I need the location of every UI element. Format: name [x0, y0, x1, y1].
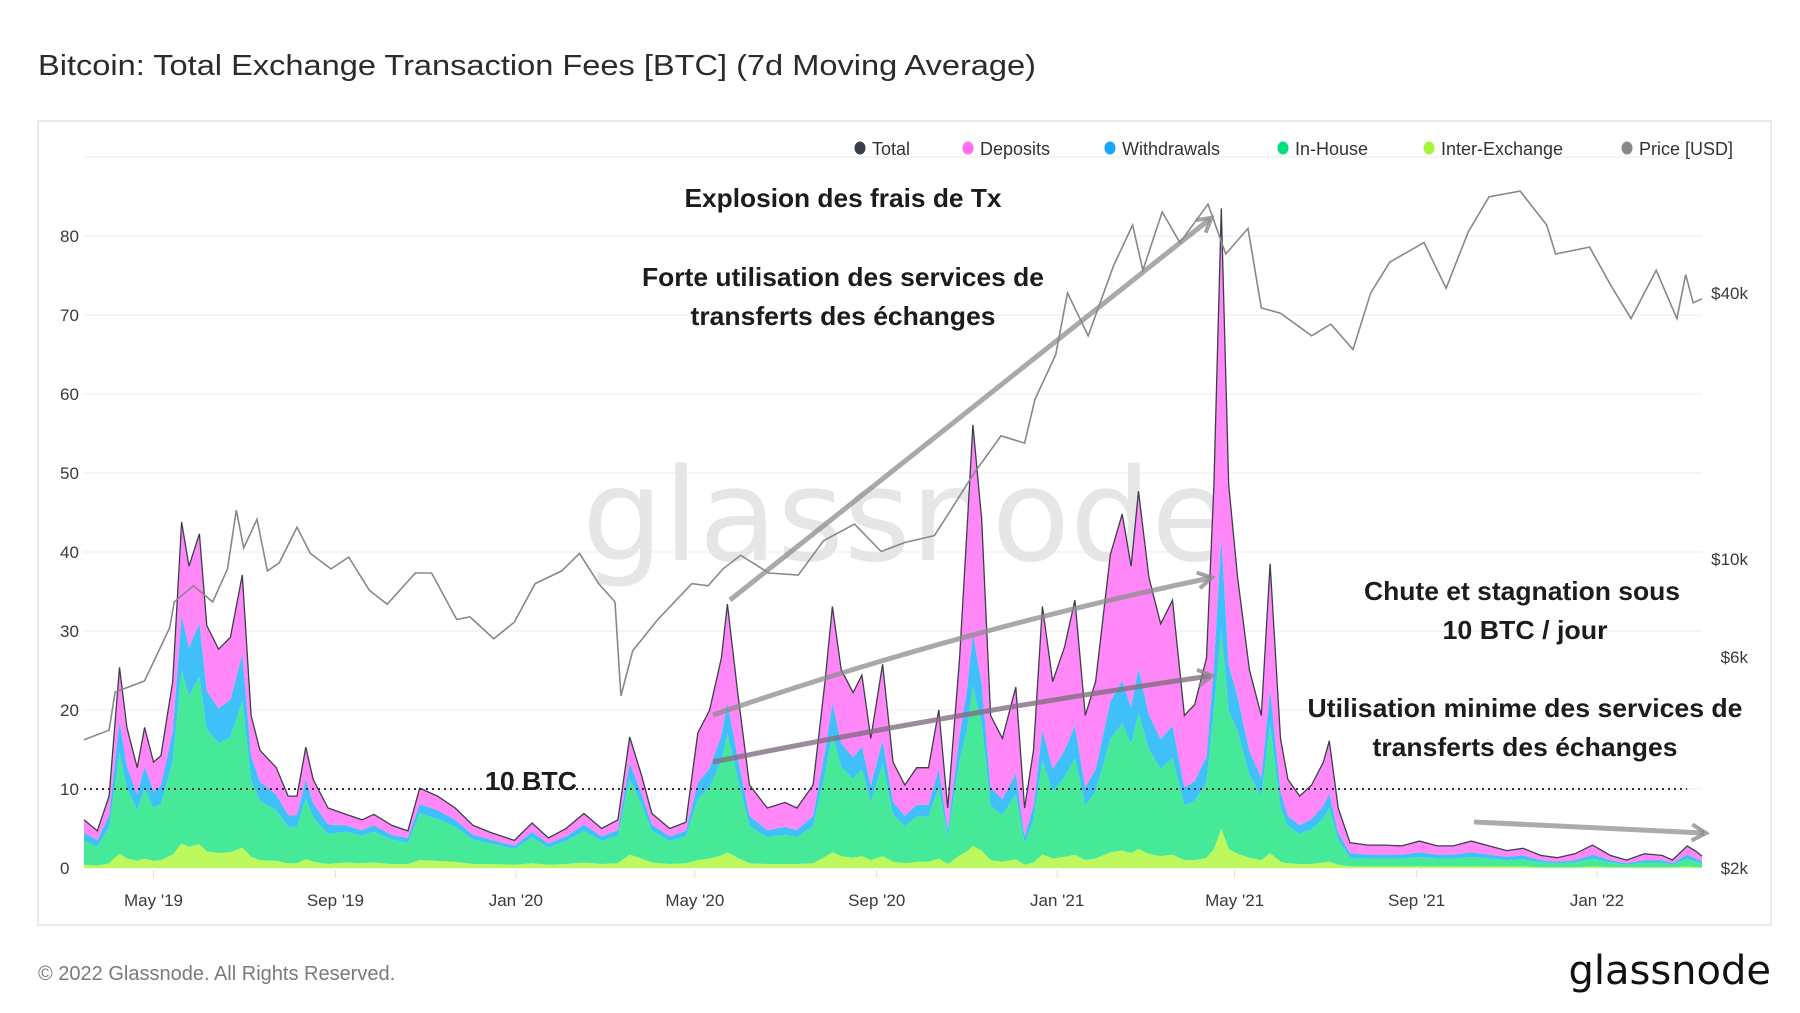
- x-tick-label: May '19: [124, 891, 183, 910]
- stacked-areas: [83, 208, 1703, 868]
- glassnode-logo: glassnode: [1568, 948, 1771, 994]
- legend-dot-icon: [962, 141, 974, 155]
- y-tick-label: 10: [60, 780, 79, 799]
- legend-dot-icon: [1277, 141, 1289, 155]
- legend-item-withdrawals[interactable]: Withdrawals: [1104, 139, 1221, 159]
- x-tick-label: May '20: [665, 891, 724, 910]
- arrow-upper-trend: [712, 570, 1216, 718]
- y-axis-right-price: $2k $6k $10k $40k: [1711, 284, 1748, 878]
- annotation-explosion: Explosion des frais de Tx: [685, 183, 1003, 213]
- y-tick-label: 20: [60, 701, 79, 720]
- price-tick-label: $6k: [1721, 648, 1749, 667]
- y-tick-label: 30: [60, 622, 79, 641]
- legend-item-inter-exchange[interactable]: Inter-Exchange: [1423, 139, 1564, 159]
- x-tick-label: May '21: [1205, 891, 1264, 910]
- legend-label: Withdrawals: [1122, 139, 1220, 159]
- legend-dot-icon: [1104, 141, 1116, 155]
- x-tick-label: Sep '20: [848, 891, 905, 910]
- legend-label: In-House: [1295, 139, 1368, 159]
- y-axis-left: 0 10 20 30 40 50 60 70 80: [60, 227, 79, 878]
- annotation-arrows: [712, 215, 1711, 843]
- annotation-chute-line1: Chute et stagnation sous: [1364, 576, 1680, 606]
- x-tick-label: Jan '21: [1030, 891, 1084, 910]
- copyright-footer: © 2022 Glassnode. All Rights Reserved.: [38, 963, 395, 985]
- legend-item-deposits[interactable]: Deposits: [962, 139, 1051, 159]
- legend: Total Deposits Withdrawals In-House Inter-Ex…: [854, 139, 1734, 159]
- legend-dot-icon: [854, 141, 866, 155]
- arrow-explosion: [728, 215, 1215, 602]
- arrow-decline: [1473, 819, 1711, 843]
- y-tick-label: 40: [60, 543, 79, 562]
- x-tick-label: Sep '19: [307, 891, 364, 910]
- y-tick-label: 50: [60, 464, 79, 483]
- price-series: [83, 190, 1703, 741]
- annotation-minime-line1: Utilisation minime des services de: [1308, 693, 1743, 723]
- arrow-lower-trend: [712, 667, 1216, 765]
- annotation-10btc: 10 BTC: [485, 766, 577, 796]
- annotation-minime-line2: transferts des échanges: [1373, 732, 1678, 762]
- legend-dot-icon: [1621, 141, 1633, 155]
- annotation-forte-line1: Forte utilisation des services de: [642, 262, 1044, 292]
- price-line: [83, 190, 1703, 741]
- legend-item-in-house[interactable]: In-House: [1277, 139, 1369, 159]
- legend-label: Price [USD]: [1639, 139, 1733, 159]
- legend-item-total[interactable]: Total: [854, 139, 911, 159]
- x-tick-label: Sep '21: [1388, 891, 1445, 910]
- x-axis: May '19 Sep '19 Jan '20 May '20 Sep '20 Jan '…: [124, 870, 1624, 910]
- x-tick-label: Jan '22: [1570, 891, 1624, 910]
- legend-label: Total: [872, 139, 910, 159]
- y-tick-label: 70: [60, 306, 79, 325]
- x-tick-label: Jan '20: [489, 891, 543, 910]
- area-inter-exchange: [84, 828, 1702, 868]
- chart-title: Bitcoin: Total Exchange Transaction Fees…: [38, 50, 1036, 82]
- y-tick-label: 0: [60, 859, 69, 878]
- annotations: Explosion des frais de Tx Forte utilisat…: [485, 183, 1743, 796]
- price-tick-label: $40k: [1711, 284, 1748, 303]
- total-line: [83, 208, 1703, 861]
- legend-dot-icon: [1423, 141, 1435, 155]
- legend-label: Inter-Exchange: [1441, 139, 1563, 159]
- legend-label: Deposits: [980, 139, 1050, 159]
- price-tick-label: $2k: [1721, 859, 1749, 878]
- annotation-chute-line2: 10 BTC / jour: [1443, 615, 1608, 645]
- area-in-house: [84, 631, 1702, 868]
- price-tick-label: $10k: [1711, 550, 1748, 569]
- annotation-forte-line2: transferts des échanges: [691, 301, 996, 331]
- legend-item-price-usd[interactable]: Price [USD]: [1621, 139, 1734, 159]
- y-tick-label: 60: [60, 385, 79, 404]
- y-tick-label: 80: [60, 227, 79, 246]
